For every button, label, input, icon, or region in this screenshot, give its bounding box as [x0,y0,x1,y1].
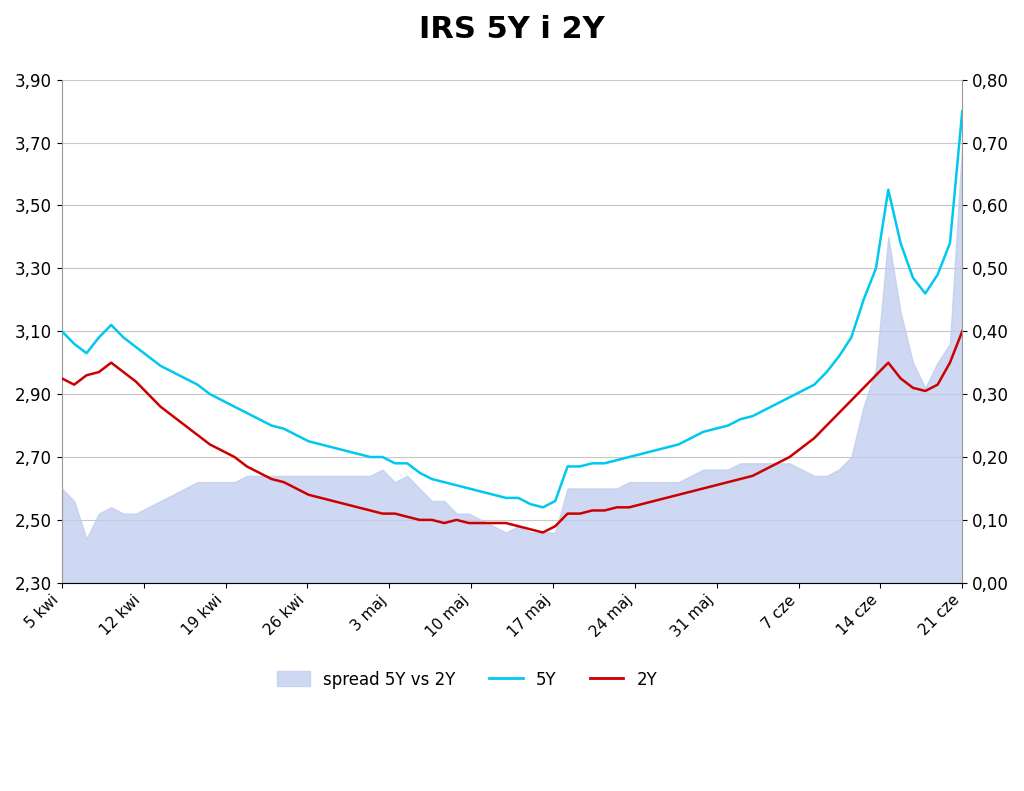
Title: IRS 5Y i 2Y: IRS 5Y i 2Y [419,15,605,44]
Legend: spread 5Y vs 2Y, 5Y, 2Y: spread 5Y vs 2Y, 5Y, 2Y [270,664,664,695]
